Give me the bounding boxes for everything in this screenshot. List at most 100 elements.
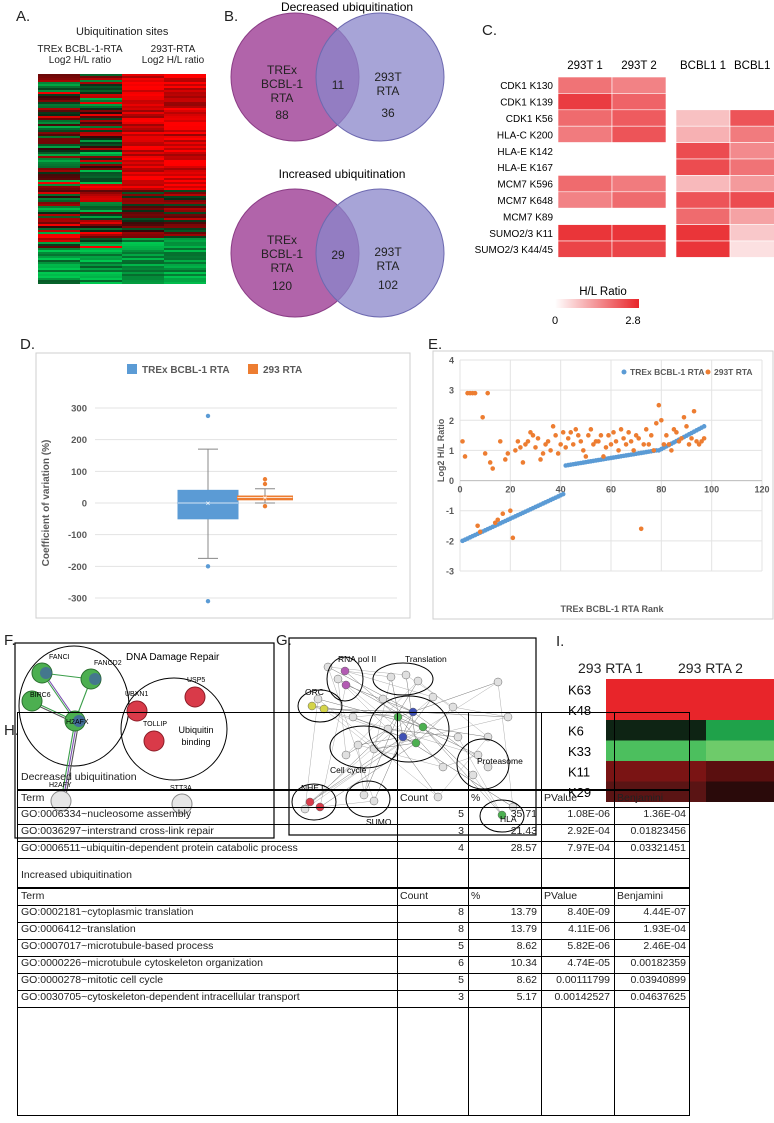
- heatmap-i-cell: [606, 720, 706, 741]
- heatmap-a-cell: [38, 124, 81, 127]
- table-h-cell: 7.97E-04: [567, 842, 610, 854]
- scatter-point-293t: [654, 421, 659, 426]
- heatmap-c-cell: [675, 93, 731, 111]
- heatmap-c-row-label: HLA-E K142: [497, 147, 553, 158]
- scatter-point-293t: [495, 517, 501, 523]
- heatmap-a-cell: [122, 198, 165, 201]
- network-g-node: [468, 770, 478, 780]
- heatmap-a-cell: [80, 144, 123, 147]
- heatmap-a-cell: [38, 218, 81, 221]
- heatmap-a-cell: [164, 146, 206, 149]
- heatmap-a-cell: [38, 156, 81, 159]
- panel-f-title: DNA Damage Repair: [126, 652, 220, 663]
- heatmap-a-cell: [164, 132, 206, 135]
- heatmap-a-cell: [80, 164, 123, 167]
- heatmap-a-cell: [122, 274, 165, 277]
- heatmap-c-cell: [557, 240, 613, 258]
- heatmap-a-cell: [80, 122, 123, 125]
- heatmap-a-cell: [38, 100, 81, 103]
- heatmap-a-cell: [164, 196, 206, 199]
- outlier-point: [205, 598, 211, 604]
- heatmap-a-cell: [80, 142, 123, 145]
- heatmap-a-cell: [164, 218, 206, 221]
- table-h-cell: PValue: [544, 890, 578, 902]
- scatter-point-293t: [565, 436, 571, 441]
- scatter-point-293t: [669, 448, 674, 453]
- network-g-edge: [472, 774, 503, 816]
- heatmap-a-cell: [122, 194, 165, 197]
- outlier-point: [262, 477, 268, 482]
- xtick-e: 80: [656, 485, 666, 495]
- heatmap-a-cell: [38, 74, 81, 77]
- heatmap-a-cell: [122, 206, 165, 209]
- heatmap-a-cell: [80, 236, 123, 239]
- scatter-point-293t: [689, 436, 694, 441]
- orc-cluster-outline: [297, 689, 343, 723]
- heatmap-a-cell: [38, 268, 81, 271]
- table-h-cell: 8.62: [516, 974, 537, 986]
- heatmap-i-row-label: K48: [568, 703, 591, 718]
- outlier-point: [205, 413, 211, 419]
- heatmap-a-cell: [164, 162, 206, 165]
- heatmap-i-cell: [706, 699, 774, 720]
- panel-f-network: DNA Damage Repair FANCI FANCD2 BIRC6 H2A…: [14, 642, 275, 839]
- heatmap-a-cell: [80, 176, 123, 179]
- heatmap-a-cell: [164, 272, 206, 275]
- heatmap-a-cell: [122, 166, 165, 169]
- heatmap-a-cell: [164, 220, 206, 223]
- network-g-edge: [422, 726, 503, 816]
- heatmap-a-cell: [80, 244, 123, 247]
- heatmap-a-cell: [122, 140, 165, 143]
- heatmap-a-cell: [164, 188, 206, 191]
- table-h-hline: [18, 858, 690, 859]
- heatmap-a-cell: [164, 144, 206, 147]
- ytick-e: -1: [446, 506, 454, 516]
- heatmap-a-cell: [164, 208, 206, 211]
- heatmap-a-cell: [122, 214, 165, 217]
- heatmap-a-cell: [164, 166, 206, 169]
- network-g-edge: [373, 742, 417, 750]
- table-h-cell: 0.00111799: [556, 974, 610, 986]
- heatmap-a-cell: [80, 178, 123, 181]
- heatmap-a-cell: [122, 254, 165, 257]
- heatmap-a-cell: [122, 88, 165, 91]
- heatmap-a-cell: [38, 120, 81, 123]
- heatmap-c-cell: [557, 109, 613, 127]
- heatmap-a-cell: [122, 106, 165, 109]
- heatmap-a-cell: [38, 102, 81, 105]
- scatter-point-293t: [696, 442, 702, 447]
- heatmap-i-cell: [606, 761, 706, 782]
- table-h-vline-2: [468, 712, 469, 1116]
- heatmap-a-cell: [38, 158, 81, 161]
- translation-core-outline: [368, 695, 450, 763]
- heatmap-a-cell: [38, 226, 81, 229]
- heatmap-a-cell: [80, 184, 123, 187]
- scatter-point-293t: [558, 442, 563, 447]
- heatmap-a-cell: [38, 152, 81, 155]
- heatmap-a-cell: [38, 192, 81, 195]
- heatmap-a-cell: [164, 110, 206, 113]
- scatter-point-293t: [500, 511, 506, 517]
- network-g-node: [428, 692, 438, 702]
- table-h-cell: 3: [458, 991, 464, 1003]
- network-g-edge: [344, 670, 399, 718]
- heatmap-a-cell: [164, 274, 206, 277]
- network-g-edge: [317, 698, 424, 728]
- venn1-right-count: 36: [381, 106, 395, 120]
- outlier-point: [262, 503, 268, 509]
- nhej-cluster-outline: [291, 783, 337, 821]
- scatter-point-293t: [575, 433, 581, 438]
- venn1-left-label-1: TREx: [267, 63, 297, 77]
- heatmap-a-cell: [80, 76, 123, 79]
- venn2-right-label-2: RTA: [377, 259, 400, 273]
- heatmap-a-cell: [38, 208, 81, 211]
- heatmap-a-cell: [122, 176, 165, 179]
- heatmap-a-cell: [164, 142, 206, 145]
- heatmap-a-cell: [38, 168, 81, 171]
- heatmap-a-cell: [164, 198, 206, 201]
- network-g-edge: [344, 670, 392, 678]
- heatmap-a-cell: [80, 112, 123, 115]
- network-g-node: [341, 750, 351, 760]
- network-g-node: [353, 740, 363, 750]
- table-h-cell: 5.82E-06: [567, 940, 610, 952]
